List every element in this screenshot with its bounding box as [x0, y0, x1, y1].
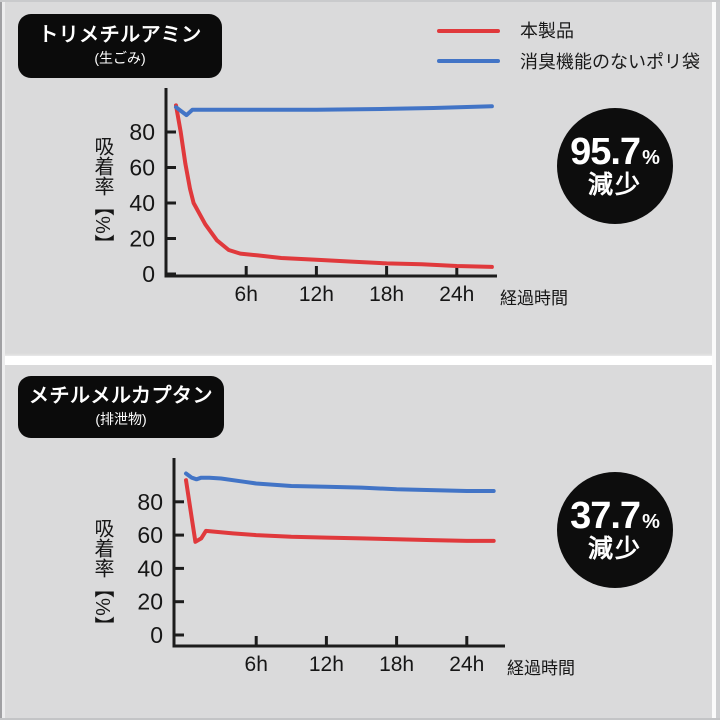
y-tick-label: 20: [137, 589, 163, 615]
axes: [172, 458, 505, 648]
line-chart-trimethylamine: 0 20 40 60 80 6h 12h 18h 24h: [129, 88, 497, 306]
legend-swatch-plain-bag: [437, 59, 500, 63]
legend: 本製品 消臭機能のないポリ袋: [0, 0, 720, 90]
x-tick-label: 24h: [449, 653, 484, 676]
series-line-plain-bag: [184, 471, 496, 493]
x-tick-label: 18h: [369, 283, 404, 306]
badge-label: 減少: [587, 534, 642, 563]
y-tick-label: 60: [137, 522, 163, 548]
x-tick-label: 12h: [309, 653, 344, 676]
chart-panel-trimethylamine: トリメチルアミン (生ごみ) 本製品 消臭機能のないポリ袋 0 20 40 60 80 6…: [0, 0, 720, 356]
x-tick-label: 18h: [379, 653, 414, 676]
chart-title: トリメチルアミン: [38, 24, 202, 46]
y-tick-label: 20: [129, 226, 155, 252]
chart-title: メチルメルカプタン: [29, 385, 213, 407]
chart-title-box: メチルメルカプタン (排泄物): [18, 376, 224, 438]
badge-value-row: 95.7 %: [570, 133, 660, 171]
y-tick-label: 40: [137, 555, 163, 581]
chart-panel-methyl-mercaptan: メチルメルカプタン (排泄物) 0 20 40 60 80 6h 12h 18h 24h 吸着率…: [0, 365, 720, 720]
x-axis-label: 経過時間: [507, 659, 575, 678]
legend-label-plain-bag: 消臭機能のないポリ袋: [520, 52, 700, 72]
chart-subtitle: (生ごみ): [94, 50, 146, 66]
badge-value: 95.7: [570, 130, 641, 173]
x-tick-label: 6h: [245, 653, 268, 676]
y-tick-label: 80: [129, 119, 155, 145]
legend-swatch-product: [437, 29, 500, 33]
badge-percent-sign: %: [642, 146, 660, 169]
chart-subtitle: (排泄物): [95, 411, 147, 427]
chart-title-box: トリメチルアミン (生ごみ): [18, 14, 222, 78]
reduction-badge: 95.7 % 減少: [557, 108, 673, 224]
y-tick-label: 0: [142, 261, 155, 287]
line-chart-methyl-mercaptan: 0 20 40 60 80 6h 12h 18h 24h: [137, 458, 505, 676]
badge-label: 減少: [587, 170, 642, 199]
series-line-product: [184, 478, 496, 544]
y-tick-label: 40: [129, 190, 155, 216]
x-axis-label: 経過時間: [500, 289, 568, 308]
series-line-product: [174, 103, 494, 269]
y-axis-label: 吸着率【%】: [91, 136, 113, 254]
badge-percent-sign: %: [642, 510, 660, 533]
reduction-badge: 37.7 % 減少: [557, 472, 673, 588]
x-tick-label: 24h: [439, 283, 474, 306]
legend-label-product: 本製品: [520, 21, 574, 41]
badge-value-row: 37.7 %: [570, 497, 660, 535]
x-tick-label: 12h: [299, 283, 334, 306]
y-axis-label: 吸着率【%】: [91, 518, 113, 636]
y-tick-label: 80: [137, 489, 163, 515]
x-tick-label: 6h: [235, 283, 258, 306]
badge-value: 37.7: [570, 494, 641, 537]
section-divider: [0, 356, 720, 365]
series-line-plain-bag: [174, 104, 494, 118]
y-tick-label: 0: [150, 622, 163, 648]
y-tick-label: 60: [129, 155, 155, 181]
axes: [164, 88, 497, 278]
